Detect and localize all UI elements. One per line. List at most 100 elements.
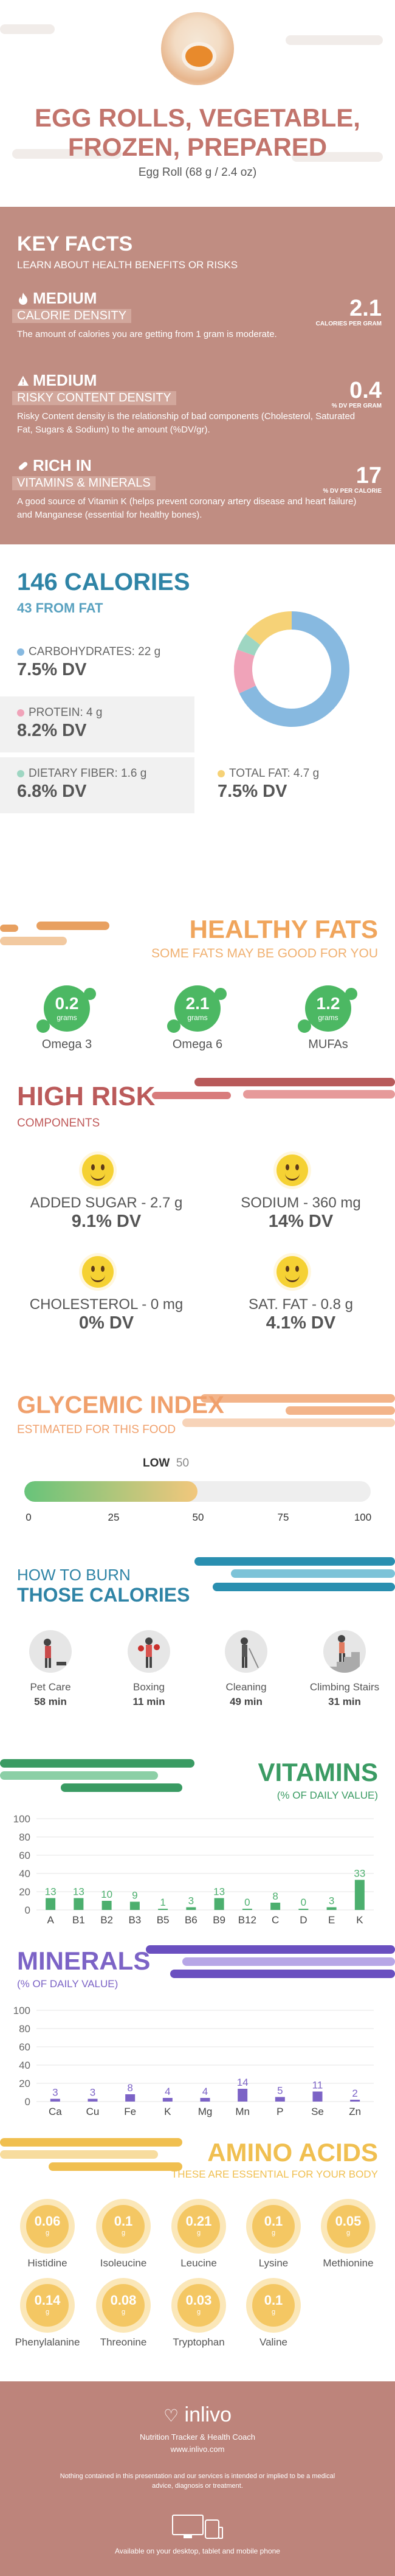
smiley-icon: [82, 1154, 114, 1186]
decor-wave: [0, 24, 55, 34]
glycemic-readout: LOW 50: [143, 1457, 190, 1470]
fat-omega3: 0.2 grams Omega 3: [36, 985, 97, 1052]
key-fact-description: The amount of calories you are getting f…: [17, 329, 277, 339]
data-label: 8: [272, 1890, 278, 1902]
high-risk-subtitle: COMPONENTS: [17, 1117, 100, 1130]
risk-added-sugar: ADDED SUGAR - 2.7 g 9.1% DV: [15, 1154, 197, 1232]
amino-phenylalanine: 0.14 g Phenylalanine: [8, 2284, 87, 2349]
glycemic-tick: 100: [354, 1512, 372, 1523]
key-fact-label: CALORIE DENSITY: [12, 309, 132, 323]
boxing-icon: [128, 1630, 170, 1673]
data-label: 8: [127, 2082, 132, 2094]
key-fact-level: MEDIUM: [33, 289, 97, 307]
header-section: EGG ROLLS, VEGETABLE, FROZEN, PREPARED E…: [0, 0, 395, 207]
data-label: 13: [73, 1886, 84, 1898]
x-tick-label: B5: [157, 1914, 170, 1926]
bar-K: [162, 2098, 173, 2102]
x-tick-label: P: [276, 2106, 283, 2117]
macro-carbs: CARBOHYDRATES: 22 g 7.5% DV: [0, 636, 194, 692]
key-fact-label: RISKY CONTENT DENSITY: [12, 391, 176, 405]
activity-pet-care: Pet Care 58 min: [5, 1630, 96, 1708]
burn-calories-section: HOW TO BURN THOSE CALORIES Pet Care 58 mi…: [0, 1539, 395, 1740]
footer-url[interactable]: www.inlivo.com: [170, 2445, 225, 2454]
x-tick-label: A: [47, 1914, 54, 1926]
bar-Mg: [200, 2098, 210, 2102]
key-fact-risky-content: MEDIUM RISKY CONTENT DENSITY Risky Conte…: [12, 371, 382, 437]
key-facts-title: KEY FACTS: [17, 232, 133, 255]
pie-slice-dietary-fiber: [237, 634, 261, 656]
bar-Cu: [88, 2099, 98, 2102]
pie-slice-protein: [234, 649, 256, 693]
data-label: 10: [101, 1889, 112, 1900]
devices-icon: [172, 2515, 223, 2539]
minerals-title: MINERALS: [17, 1946, 151, 1975]
key-fact-description: A good source of Vitamin K (helps preven…: [17, 496, 357, 520]
stairs-icon: [323, 1630, 366, 1673]
macro-dv: 8.2% DV: [17, 721, 87, 740]
amino-tryptophan: 0.03 g Tryptophan: [159, 2284, 238, 2349]
brand-logo[interactable]: ♡ inlivo: [163, 2403, 232, 2426]
data-label: 3: [52, 2087, 58, 2099]
key-fact-description: Risky Content density is the relationshi…: [17, 411, 355, 435]
bar-P: [275, 2097, 285, 2102]
calories-from-fat: 43 FROM FAT: [17, 600, 103, 616]
x-tick-label: K: [164, 2106, 171, 2117]
amino-acids-section: AMINO ACIDS THESE ARE ESSENTIAL FOR YOUR…: [0, 2126, 395, 2381]
x-tick-label: Mg: [198, 2106, 213, 2117]
high-risk-section: HIGH RISK COMPONENTS ADDED SUGAR - 2.7 g…: [0, 1064, 395, 1381]
data-label: 14: [237, 2077, 249, 2088]
x-tick-label: Zn: [349, 2106, 361, 2117]
key-fact-unit: % DV PER CALORIE: [323, 488, 382, 495]
key-fact-value: 2.1: [349, 296, 382, 321]
smiley-icon: [82, 1256, 114, 1288]
high-risk-title: HIGH RISK: [17, 1081, 156, 1111]
healthy-fats-subtitle: SOME FATS MAY BE GOOD FOR YOU: [151, 946, 378, 960]
bar-B2: [101, 1901, 112, 1910]
glycemic-tick: 50: [192, 1512, 204, 1523]
bar-B5: [158, 1909, 168, 1910]
footer-tagline: Nutrition Tracker & Health Coach: [139, 2432, 256, 2442]
x-tick-label: K: [356, 1914, 363, 1926]
key-fact-calorie-density: MEDIUM CALORIE DENSITY The amount of cal…: [12, 289, 382, 341]
y-tick-label: 20: [19, 2078, 30, 2089]
glycemic-subtitle: ESTIMATED FOR THIS FOOD: [17, 1423, 176, 1436]
macro-donut-chart: [234, 611, 349, 727]
x-tick-label: B3: [128, 1914, 141, 1926]
glycemic-tick: 75: [277, 1512, 289, 1523]
key-facts-subtitle: LEARN ABOUT HEALTH BENEFITS OR RISKS: [17, 259, 238, 271]
bar-B1: [74, 1898, 84, 1910]
pie-slice-carbohydrates: [239, 611, 349, 727]
risk-sodium: SODIUM - 360 mg 14% DV: [210, 1154, 392, 1232]
y-tick-label: 60: [19, 1850, 30, 1861]
risk-cholesterol: CHOLESTEROL - 0 mg 0% DV: [15, 1256, 197, 1333]
macro-fiber: DIETARY FIBER: 1.6 g 6.8% DV: [0, 757, 194, 813]
minerals-section: MINERALS (% OF DAILY VALUE) 0 20 40 60 80 100…: [0, 1928, 395, 2126]
calories-section: 146 CALORIES 43 FROM FAT CARBOHYDRATES: …: [0, 544, 395, 894]
x-tick-label: D: [300, 1914, 307, 1926]
amino-leucine: 0.21 g Leucine: [159, 2205, 238, 2269]
x-tick-label: Se: [311, 2106, 324, 2117]
smiley-icon: [276, 1256, 308, 1288]
x-tick-label: B9: [213, 1914, 225, 1926]
x-tick-label: Ca: [49, 2106, 62, 2117]
glycemic-tick: 0: [26, 1512, 32, 1523]
key-fact-value: 0.4: [349, 378, 382, 403]
heart-icon: ♡: [163, 2406, 179, 2425]
y-tick-label: 0: [25, 1904, 30, 1916]
data-label: 33: [354, 1868, 365, 1880]
bar-Fe: [125, 2094, 136, 2102]
minerals-subtitle: (% OF DAILY VALUE): [17, 1978, 118, 1990]
burn-title-line-1: HOW TO BURN: [17, 1566, 131, 1584]
bar-E: [326, 1907, 337, 1910]
bar-C: [270, 1903, 281, 1910]
y-tick-label: 0: [25, 2096, 30, 2108]
flame-icon: [19, 292, 27, 305]
glycemic-index-section: GLYCEMIC INDEX ESTIMATED FOR THIS FOOD L…: [0, 1381, 395, 1539]
egg-image: [161, 12, 234, 85]
x-tick-label: Mn: [235, 2106, 250, 2117]
serving-size: Egg Roll (68 g / 2.4 oz): [138, 166, 257, 179]
warning-icon: [17, 375, 29, 386]
key-fact-label: VITAMINS & MINERALS: [12, 476, 156, 490]
key-fact-unit: % DV PER GRAM: [331, 403, 382, 409]
footer-availability: Available on your desktop, tablet and mo…: [115, 2547, 280, 2555]
